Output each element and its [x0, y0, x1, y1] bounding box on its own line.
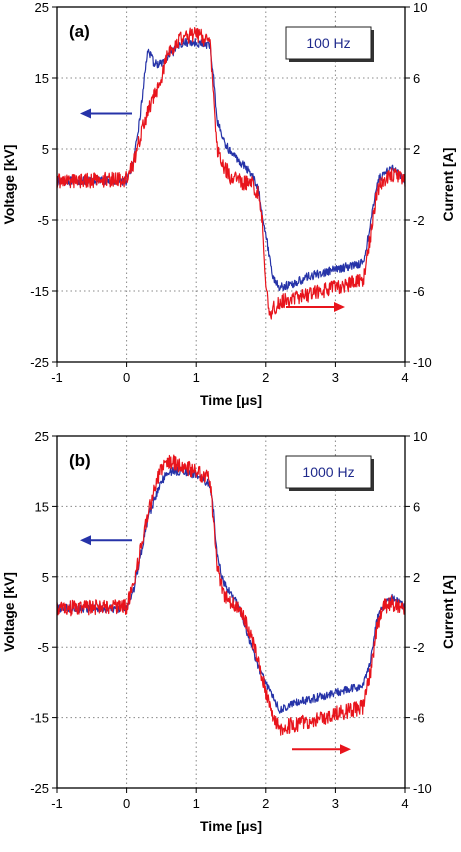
y2-tick-label: -2: [413, 213, 425, 228]
current-arrowhead: [334, 301, 345, 312]
y-tick-label: -5: [37, 640, 49, 655]
current-series-line: [56, 454, 406, 736]
y-tick-label: 25: [35, 429, 49, 444]
y-tick-label: 5: [42, 570, 49, 585]
y-tick-label: -15: [30, 284, 49, 299]
y2-tick-label: -6: [413, 284, 425, 299]
x-tick-label: 1: [193, 796, 200, 811]
y-tick-label: -25: [30, 781, 49, 796]
x-tick-label: 1: [193, 370, 200, 385]
y2-tick-label: -10: [413, 355, 432, 370]
voltage-series-line: [56, 38, 406, 292]
voltage-series-line: [56, 466, 406, 714]
x-axis-title: Time [μs]: [200, 392, 262, 408]
y2-tick-label: -10: [413, 781, 432, 796]
x-tick-label: -1: [51, 796, 63, 811]
x-tick-label: 3: [332, 796, 339, 811]
current-arrowhead: [340, 744, 351, 755]
panel-label: (b): [69, 451, 91, 470]
y2-tick-label: 10: [413, 0, 427, 15]
y2-axis-title: Current [A]: [440, 575, 456, 649]
y-tick-label: 15: [35, 71, 49, 86]
y2-tick-label: 6: [413, 499, 420, 514]
y-axis-title: Voltage [kV]: [1, 572, 17, 652]
x-tick-label: 2: [262, 370, 269, 385]
x-axis-title: Time [μs]: [200, 818, 262, 834]
legend-box-label: 1000 Hz: [302, 464, 354, 480]
y-axis-title: Voltage [kV]: [1, 145, 17, 225]
panel-label: (a): [69, 22, 90, 41]
x-tick-label: 0: [123, 796, 130, 811]
x-tick-label: 4: [401, 370, 408, 385]
y2-tick-label: 6: [413, 71, 420, 86]
y2-tick-label: -6: [413, 711, 425, 726]
y-tick-label: 5: [42, 142, 49, 157]
plot-frame: [56, 6, 406, 363]
y-tick-label: -5: [37, 213, 49, 228]
legend-box: [285, 455, 372, 489]
y2-tick-label: 2: [413, 570, 420, 585]
legend-box-label: 100 Hz: [306, 35, 350, 51]
x-tick-label: 4: [401, 796, 408, 811]
y-tick-label: -25: [30, 355, 49, 370]
x-tick-label: 0: [123, 370, 130, 385]
current-series-line: [56, 27, 406, 320]
plot-frame: [56, 435, 406, 789]
voltage-arrowhead: [80, 108, 91, 119]
y2-tick-label: 10: [413, 429, 427, 444]
y2-tick-label: -2: [413, 640, 425, 655]
y-tick-label: 15: [35, 499, 49, 514]
x-tick-label: 3: [332, 370, 339, 385]
y-tick-label: 25: [35, 0, 49, 15]
x-tick-label: 2: [262, 796, 269, 811]
x-tick-label: -1: [51, 370, 63, 385]
legend-box: [285, 26, 372, 60]
y-tick-label: -15: [30, 711, 49, 726]
voltage-arrowhead: [80, 535, 91, 546]
y2-tick-label: 2: [413, 142, 420, 157]
y2-axis-title: Current [A]: [440, 148, 456, 222]
